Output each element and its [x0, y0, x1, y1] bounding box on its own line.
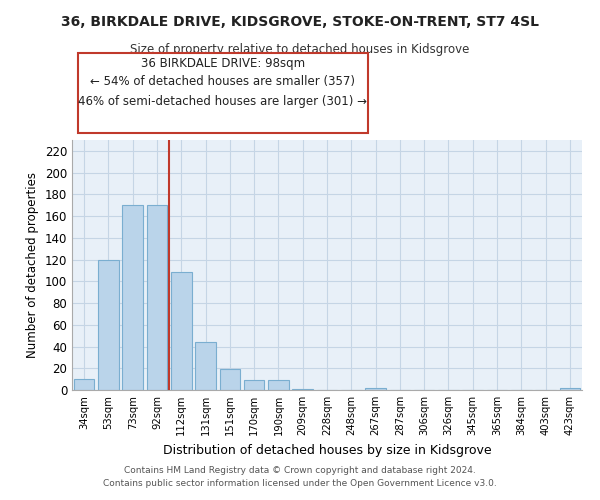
Bar [98, 260, 119, 390]
Bar [195, 342, 216, 390]
Text: ← 54% of detached houses are smaller (357): ← 54% of detached houses are smaller (35… [91, 76, 355, 88]
Bar [365, 388, 386, 390]
Text: Size of property relative to detached houses in Kidsgrove: Size of property relative to detached ho… [130, 42, 470, 56]
Bar [220, 370, 240, 390]
Y-axis label: Number of detached properties: Number of detached properties [26, 172, 39, 358]
Bar [560, 388, 580, 390]
Text: Contains HM Land Registry data © Crown copyright and database right 2024.
Contai: Contains HM Land Registry data © Crown c… [103, 466, 497, 487]
Bar [74, 379, 94, 390]
X-axis label: Distribution of detached houses by size in Kidsgrove: Distribution of detached houses by size … [163, 444, 491, 456]
Bar [122, 205, 143, 390]
Text: 36, BIRKDALE DRIVE, KIDSGROVE, STOKE-ON-TRENT, ST7 4SL: 36, BIRKDALE DRIVE, KIDSGROVE, STOKE-ON-… [61, 15, 539, 29]
Text: 46% of semi-detached houses are larger (301) →: 46% of semi-detached houses are larger (… [79, 94, 367, 108]
Text: 36 BIRKDALE DRIVE: 98sqm: 36 BIRKDALE DRIVE: 98sqm [141, 56, 305, 70]
Bar [292, 389, 313, 390]
Bar [171, 272, 191, 390]
Bar [146, 205, 167, 390]
Bar [244, 380, 265, 390]
Bar [268, 380, 289, 390]
